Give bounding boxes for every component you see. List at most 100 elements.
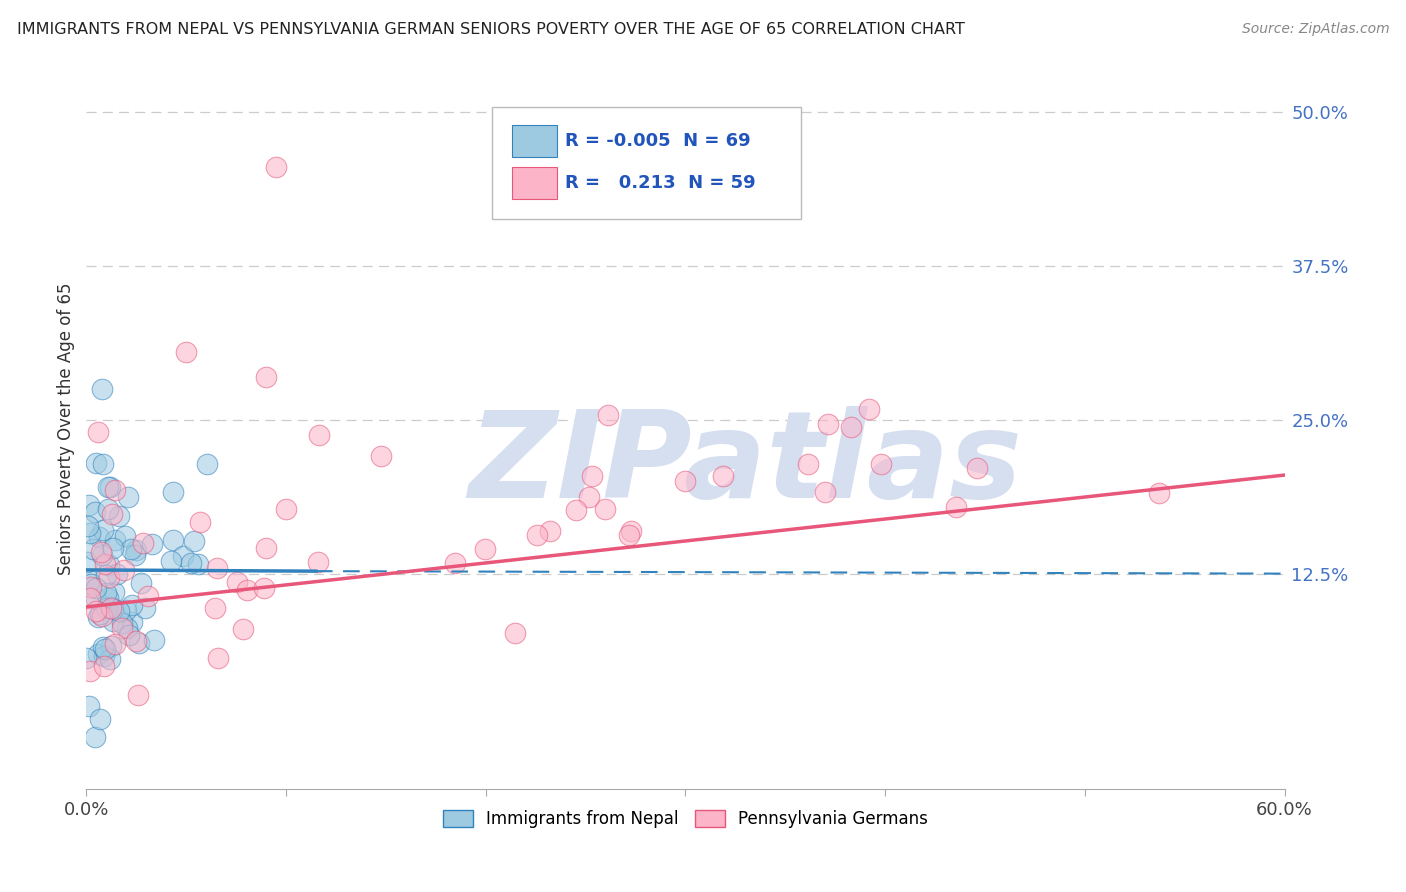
Point	[87, 610, 110, 624]
Point	[80, 580, 103, 594]
Point	[134, 600, 156, 615]
Point	[103, 585, 125, 599]
Point	[869, 457, 891, 471]
Point	[143, 633, 166, 648]
Point	[136, 589, 159, 603]
Point	[254, 369, 277, 384]
Point	[79, 591, 101, 606]
Point	[538, 524, 561, 539]
Point	[98, 652, 121, 666]
Point	[204, 600, 226, 615]
Point	[124, 548, 146, 562]
Point	[120, 541, 142, 556]
Point	[77, 519, 100, 533]
Point	[160, 554, 183, 568]
Point	[115, 621, 138, 635]
Point	[79, 664, 101, 678]
Point	[75, 651, 97, 665]
Point	[578, 490, 600, 504]
Point	[581, 469, 603, 483]
Point	[91, 457, 114, 471]
Point	[83, 504, 105, 518]
Point	[91, 523, 114, 537]
Point	[190, 515, 212, 529]
Point	[104, 483, 127, 497]
Point	[107, 604, 129, 618]
Text: R =   0.213  N = 59: R = 0.213 N = 59	[565, 174, 756, 192]
Point	[254, 541, 277, 555]
Point	[84, 730, 107, 744]
Point	[172, 549, 194, 564]
Point	[94, 586, 117, 600]
Point	[205, 561, 228, 575]
Point	[839, 420, 862, 434]
Point	[84, 592, 107, 607]
Point	[162, 533, 184, 548]
Point	[132, 536, 155, 550]
Point	[673, 474, 696, 488]
Point	[82, 541, 104, 556]
Point	[797, 457, 820, 471]
Point	[94, 557, 117, 571]
Point	[77, 498, 100, 512]
Point	[101, 507, 124, 521]
Y-axis label: Seniors Poverty Over the Age of 65: Seniors Poverty Over the Age of 65	[58, 283, 75, 575]
Legend: Immigrants from Nepal, Pennsylvania Germans: Immigrants from Nepal, Pennsylvania Germ…	[436, 804, 935, 835]
Point	[307, 555, 329, 569]
Point	[121, 598, 143, 612]
Point	[108, 508, 131, 523]
Point	[814, 485, 837, 500]
Point	[121, 615, 143, 630]
Point	[183, 534, 205, 549]
Point	[100, 639, 122, 653]
Point	[101, 541, 124, 556]
Point	[89, 607, 111, 621]
Point	[97, 502, 120, 516]
Point	[117, 490, 139, 504]
Point	[505, 626, 527, 640]
Point	[79, 525, 101, 540]
Point	[91, 608, 114, 623]
Point	[125, 543, 148, 558]
Point	[93, 658, 115, 673]
Point	[105, 566, 128, 581]
Point	[235, 582, 257, 597]
Point	[91, 548, 114, 562]
Point	[595, 501, 617, 516]
Point	[96, 601, 118, 615]
Point	[264, 160, 287, 174]
Point	[104, 533, 127, 547]
Point	[253, 581, 276, 595]
Point	[711, 468, 734, 483]
Point	[100, 600, 122, 615]
Point	[1149, 486, 1171, 500]
Point	[128, 636, 150, 650]
Point	[596, 409, 619, 423]
Point	[97, 480, 120, 494]
Point	[112, 563, 135, 577]
Point	[111, 621, 134, 635]
Point	[619, 528, 641, 542]
Point	[232, 622, 254, 636]
Point	[620, 524, 643, 539]
Point	[94, 568, 117, 582]
Point	[97, 558, 120, 573]
Point	[127, 688, 149, 702]
Point	[91, 382, 114, 396]
Point	[111, 616, 134, 631]
Text: ZIPatlas: ZIPatlas	[468, 407, 1022, 524]
Point	[195, 458, 218, 472]
Point	[274, 502, 297, 516]
Point	[118, 628, 141, 642]
Point	[370, 449, 392, 463]
Point	[114, 529, 136, 543]
Point	[84, 581, 107, 595]
Point	[93, 648, 115, 663]
Point	[945, 500, 967, 514]
Point	[104, 637, 127, 651]
Point	[125, 633, 148, 648]
Point	[162, 485, 184, 500]
Point	[101, 601, 124, 615]
Text: IMMIGRANTS FROM NEPAL VS PENNSYLVANIA GERMAN SENIORS POVERTY OVER THE AGE OF 65 : IMMIGRANTS FROM NEPAL VS PENNSYLVANIA GE…	[17, 22, 965, 37]
Point	[80, 577, 103, 591]
